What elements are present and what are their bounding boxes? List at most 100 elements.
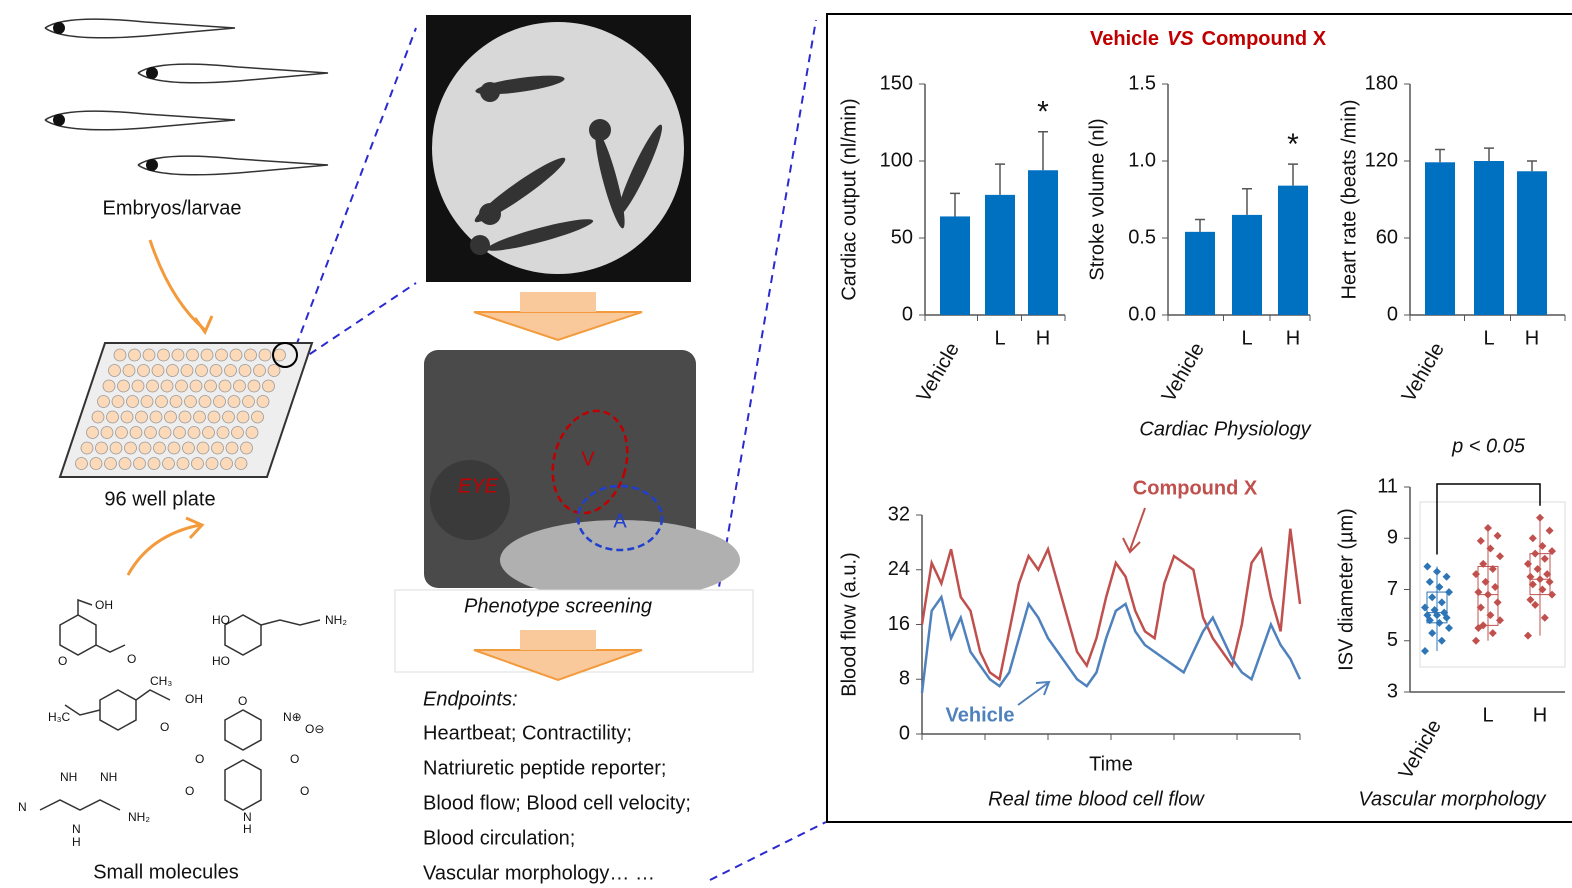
x-tick-label: L	[1482, 704, 1493, 726]
point	[1531, 601, 1539, 609]
well	[98, 396, 110, 408]
chem-label: HO	[212, 654, 230, 668]
y-tick-label: 3	[1387, 680, 1398, 702]
figure: Embryos/larvae 96 well plate OHOOHOHONH₂…	[0, 0, 1572, 888]
down-arrow	[520, 292, 596, 312]
chem-label: O	[58, 654, 67, 668]
well	[216, 349, 228, 361]
chem-label: O	[290, 752, 299, 766]
y-tick-label: 100	[880, 149, 913, 171]
well	[205, 380, 217, 392]
well	[237, 411, 249, 423]
well	[125, 442, 137, 454]
chem-label: O	[160, 720, 169, 734]
point	[1496, 616, 1504, 624]
point	[1489, 629, 1497, 637]
significance-mark: *	[1287, 128, 1299, 161]
well	[214, 396, 226, 408]
well	[139, 442, 151, 454]
well	[96, 442, 108, 454]
chem-label: HO	[212, 613, 230, 627]
y-tick-label: 0.0	[1128, 303, 1156, 325]
chem-label: OH	[185, 692, 203, 706]
chart-caption: Real time blood cell flow	[988, 788, 1205, 810]
plate-label: 96 well plate	[104, 488, 215, 510]
arrow	[128, 525, 200, 575]
well	[257, 396, 269, 408]
well	[245, 349, 257, 361]
x-tick-label: H	[1533, 704, 1547, 726]
well	[76, 458, 88, 470]
point	[1438, 637, 1446, 645]
bar	[1517, 171, 1547, 315]
well	[121, 411, 133, 423]
y-axis-label: Heart rate (beats /min)	[1338, 99, 1360, 299]
bar	[940, 216, 970, 315]
well	[206, 458, 218, 470]
point	[1421, 647, 1429, 655]
well	[163, 458, 175, 470]
point	[1494, 598, 1502, 606]
point	[1526, 596, 1534, 604]
well	[192, 458, 204, 470]
well	[129, 349, 141, 361]
well	[127, 396, 139, 408]
well	[174, 427, 186, 439]
y-tick-label: 32	[888, 503, 910, 525]
error-bar	[1242, 189, 1252, 215]
well	[274, 349, 286, 361]
chem-label: OH	[95, 598, 113, 612]
point	[1524, 560, 1532, 568]
x-tick-label: H	[1036, 327, 1050, 349]
chem-label: N	[72, 822, 81, 836]
chem-label: NH₂	[128, 810, 150, 824]
x-tick-label: H	[1286, 327, 1300, 349]
point	[1472, 637, 1480, 645]
chem-label: H	[72, 835, 81, 849]
error-bar	[1527, 161, 1537, 171]
well	[130, 427, 142, 439]
endpoints-title: Endpoints:	[423, 688, 518, 710]
well	[194, 411, 206, 423]
well	[161, 380, 173, 392]
well	[230, 349, 242, 361]
error-bar	[1038, 132, 1048, 171]
x-tick-label: L	[1241, 327, 1252, 349]
well	[241, 442, 253, 454]
x-axis-label: Time	[1089, 753, 1133, 775]
figure-title: VehicleVSCompound X	[1090, 28, 1327, 50]
point	[1428, 593, 1436, 601]
endpoint: Heartbeat; Contractility;	[423, 722, 632, 744]
embryo-eye	[146, 159, 158, 171]
endpoint: Blood flow; Blood cell velocity;	[423, 792, 691, 814]
label-arrow	[1123, 508, 1145, 552]
well	[168, 442, 180, 454]
well	[101, 427, 113, 439]
embryo	[45, 111, 235, 130]
x-tick-label: Vehicle	[1158, 339, 1209, 406]
well	[150, 411, 162, 423]
bar	[1028, 170, 1058, 315]
well	[116, 427, 128, 439]
chem-label: NH₂	[325, 613, 347, 627]
well	[208, 411, 220, 423]
well	[196, 365, 208, 377]
significance-mark: *	[1037, 96, 1049, 129]
embryo	[138, 156, 328, 175]
series-label: Vehicle	[946, 704, 1015, 726]
down-arrow	[520, 630, 596, 650]
y-tick-label: 24	[888, 558, 910, 580]
well	[148, 458, 160, 470]
chem-label: CH₃	[150, 674, 172, 688]
point	[1484, 591, 1492, 599]
series-line	[922, 529, 1300, 680]
arrow-head	[195, 316, 212, 332]
title-part: Compound X	[1202, 28, 1327, 50]
well	[136, 411, 148, 423]
label-arrow	[1018, 682, 1049, 705]
chart-caption: Vascular morphology	[1358, 788, 1546, 810]
well	[103, 380, 115, 392]
y-tick-label: 5	[1387, 629, 1398, 651]
well	[167, 365, 179, 377]
